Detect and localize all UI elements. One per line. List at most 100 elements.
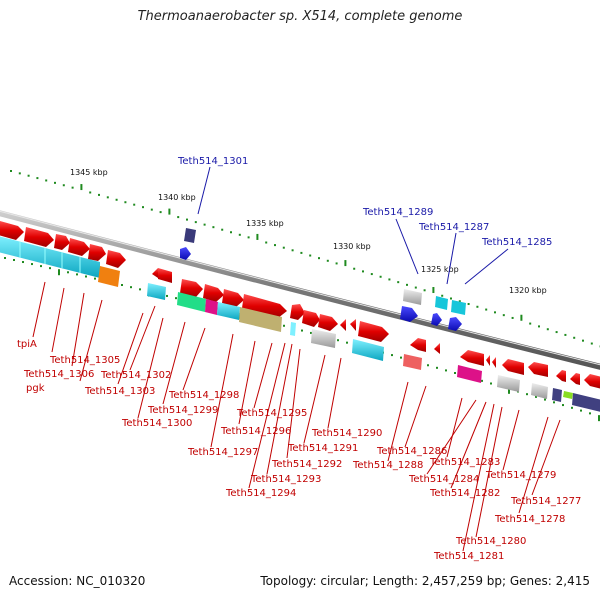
- gene-label[interactable]: Teth514_1297: [187, 447, 258, 458]
- accession-text: Accession: NC_010320: [9, 574, 146, 588]
- gene-label[interactable]: Teth514_1296: [220, 426, 291, 437]
- scale-tick: [10, 170, 12, 172]
- gene-arrow: [158, 268, 172, 283]
- gene-arrow: [400, 306, 418, 322]
- scale-tick: [353, 267, 356, 270]
- gene-label[interactable]: tpiA: [17, 339, 37, 350]
- leader-line: [238, 340, 256, 425]
- scale-tick: [454, 372, 456, 374]
- leader-line: [464, 248, 509, 285]
- gene-feature: [205, 299, 218, 315]
- scale-tick: [283, 324, 285, 327]
- leader-line: [248, 342, 286, 489]
- gene-label[interactable]: Teth514_1292: [271, 459, 342, 470]
- gene-arrow: [0, 221, 24, 240]
- gene-label[interactable]: Teth514_1286: [376, 446, 447, 457]
- gene-label[interactable]: pgk: [26, 383, 45, 394]
- scale-tick: [27, 174, 30, 177]
- scale-tick: [397, 281, 400, 284]
- gene-label[interactable]: Teth514_1306: [23, 369, 94, 380]
- gene-arrow: [88, 244, 106, 261]
- scale-tick: [159, 211, 162, 214]
- gene-arrow: [24, 227, 54, 247]
- gene-label[interactable]: Teth514_1298: [168, 390, 239, 401]
- label-group-red: tpiA Teth514_1305 Teth514_1306 pgk Teth5…: [17, 339, 581, 562]
- scale-tick: [106, 196, 109, 199]
- gene-arrow: [502, 359, 524, 375]
- leader-line: [71, 292, 85, 367]
- scale-tick: [388, 278, 391, 281]
- leader-line: [475, 406, 503, 538]
- scale-tick: [89, 191, 92, 194]
- scale-tick: [31, 263, 33, 266]
- gene-label[interactable]: Teth514_1283: [429, 457, 500, 468]
- gene-label[interactable]: Teth514_1278: [494, 514, 565, 525]
- leader-line: [327, 357, 342, 429]
- leader-line: [446, 397, 463, 458]
- gene-label[interactable]: Teth514_1287: [418, 222, 489, 233]
- gene-arrow: [203, 284, 224, 302]
- scale-tick: [573, 336, 576, 339]
- scale-tick: [485, 308, 488, 311]
- scale-tick: [450, 297, 452, 300]
- gene-label[interactable]: Teth514_1293: [250, 474, 321, 485]
- gene-label[interactable]: Teth514_1282: [429, 488, 500, 499]
- scale-tick: [562, 404, 564, 407]
- leader-line: [210, 333, 234, 448]
- gene-label[interactable]: Teth514_1294: [225, 488, 296, 499]
- gene-feature: [451, 300, 466, 315]
- gene-feature: [403, 354, 422, 370]
- gene-arrow: [302, 310, 320, 327]
- scale-tick: [98, 193, 100, 196]
- scale-tick: [45, 179, 48, 182]
- gene-feature: [147, 283, 166, 300]
- gene-feature: [0, 236, 100, 278]
- scale-tick: [212, 226, 215, 229]
- gene-label[interactable]: Teth514_1284: [408, 474, 479, 485]
- gene-label[interactable]: Teth514_1279: [485, 470, 556, 481]
- scale-tick: [432, 287, 435, 294]
- kbp-scale-labels: 1345 kbp 1340 kbp 1335 kbp 1330 kbp 1325…: [70, 168, 547, 295]
- gene-label[interactable]: Teth514_1300: [121, 418, 192, 429]
- gene-label[interactable]: Teth514_1305: [49, 355, 120, 366]
- gene-label[interactable]: Teth514_1280: [455, 536, 526, 547]
- scale-tick: [309, 254, 312, 257]
- gene-feature: [457, 365, 482, 383]
- gene-arrow: [492, 357, 496, 368]
- gene-label[interactable]: Teth514_1302: [100, 370, 171, 381]
- gene-label[interactable]: Teth514_1299: [147, 405, 218, 416]
- scale-tick: [36, 177, 39, 180]
- leader-line: [446, 232, 457, 285]
- gene-label[interactable]: Teth514_1303: [84, 386, 155, 397]
- gene-label[interactable]: Teth514_1288: [352, 460, 423, 471]
- leader-line: [129, 305, 156, 371]
- scale-tick: [194, 221, 197, 224]
- leader-line: [518, 416, 549, 514]
- gene-arrow: [434, 343, 440, 354]
- map-title: Thermoanaerobacter sp. X514, complete ge…: [137, 9, 463, 24]
- leader-line: [137, 317, 164, 419]
- scale-tick: [221, 228, 224, 231]
- scale-tick: [282, 246, 285, 249]
- gene-label[interactable]: Teth514_1289: [362, 207, 433, 218]
- scale-tick: [18, 172, 21, 175]
- leader-line: [303, 354, 326, 444]
- gene-label[interactable]: Teth514_1295: [236, 408, 307, 419]
- leader-line: [462, 403, 495, 552]
- scale-tick: [168, 208, 171, 215]
- gene-label[interactable]: Teth514_1290: [311, 428, 382, 439]
- gene-arrow: [54, 234, 70, 250]
- gene-label[interactable]: Teth514_1291: [287, 443, 358, 454]
- scale-tick: [590, 342, 593, 345]
- leader-line: [197, 166, 211, 215]
- scale-tick: [414, 286, 417, 289]
- gene-label[interactable]: Teth514_1285: [481, 237, 552, 248]
- gene-label[interactable]: Teth514_1281: [433, 551, 504, 562]
- scale-tick: [300, 251, 303, 254]
- scale-tick: [445, 369, 447, 372]
- gene-label[interactable]: Teth514_1301: [177, 156, 248, 167]
- scale-tick: [54, 181, 56, 184]
- gene-label[interactable]: Teth514_1277: [510, 496, 581, 507]
- scale-tick: [337, 339, 339, 342]
- scale-tick: [344, 260, 347, 267]
